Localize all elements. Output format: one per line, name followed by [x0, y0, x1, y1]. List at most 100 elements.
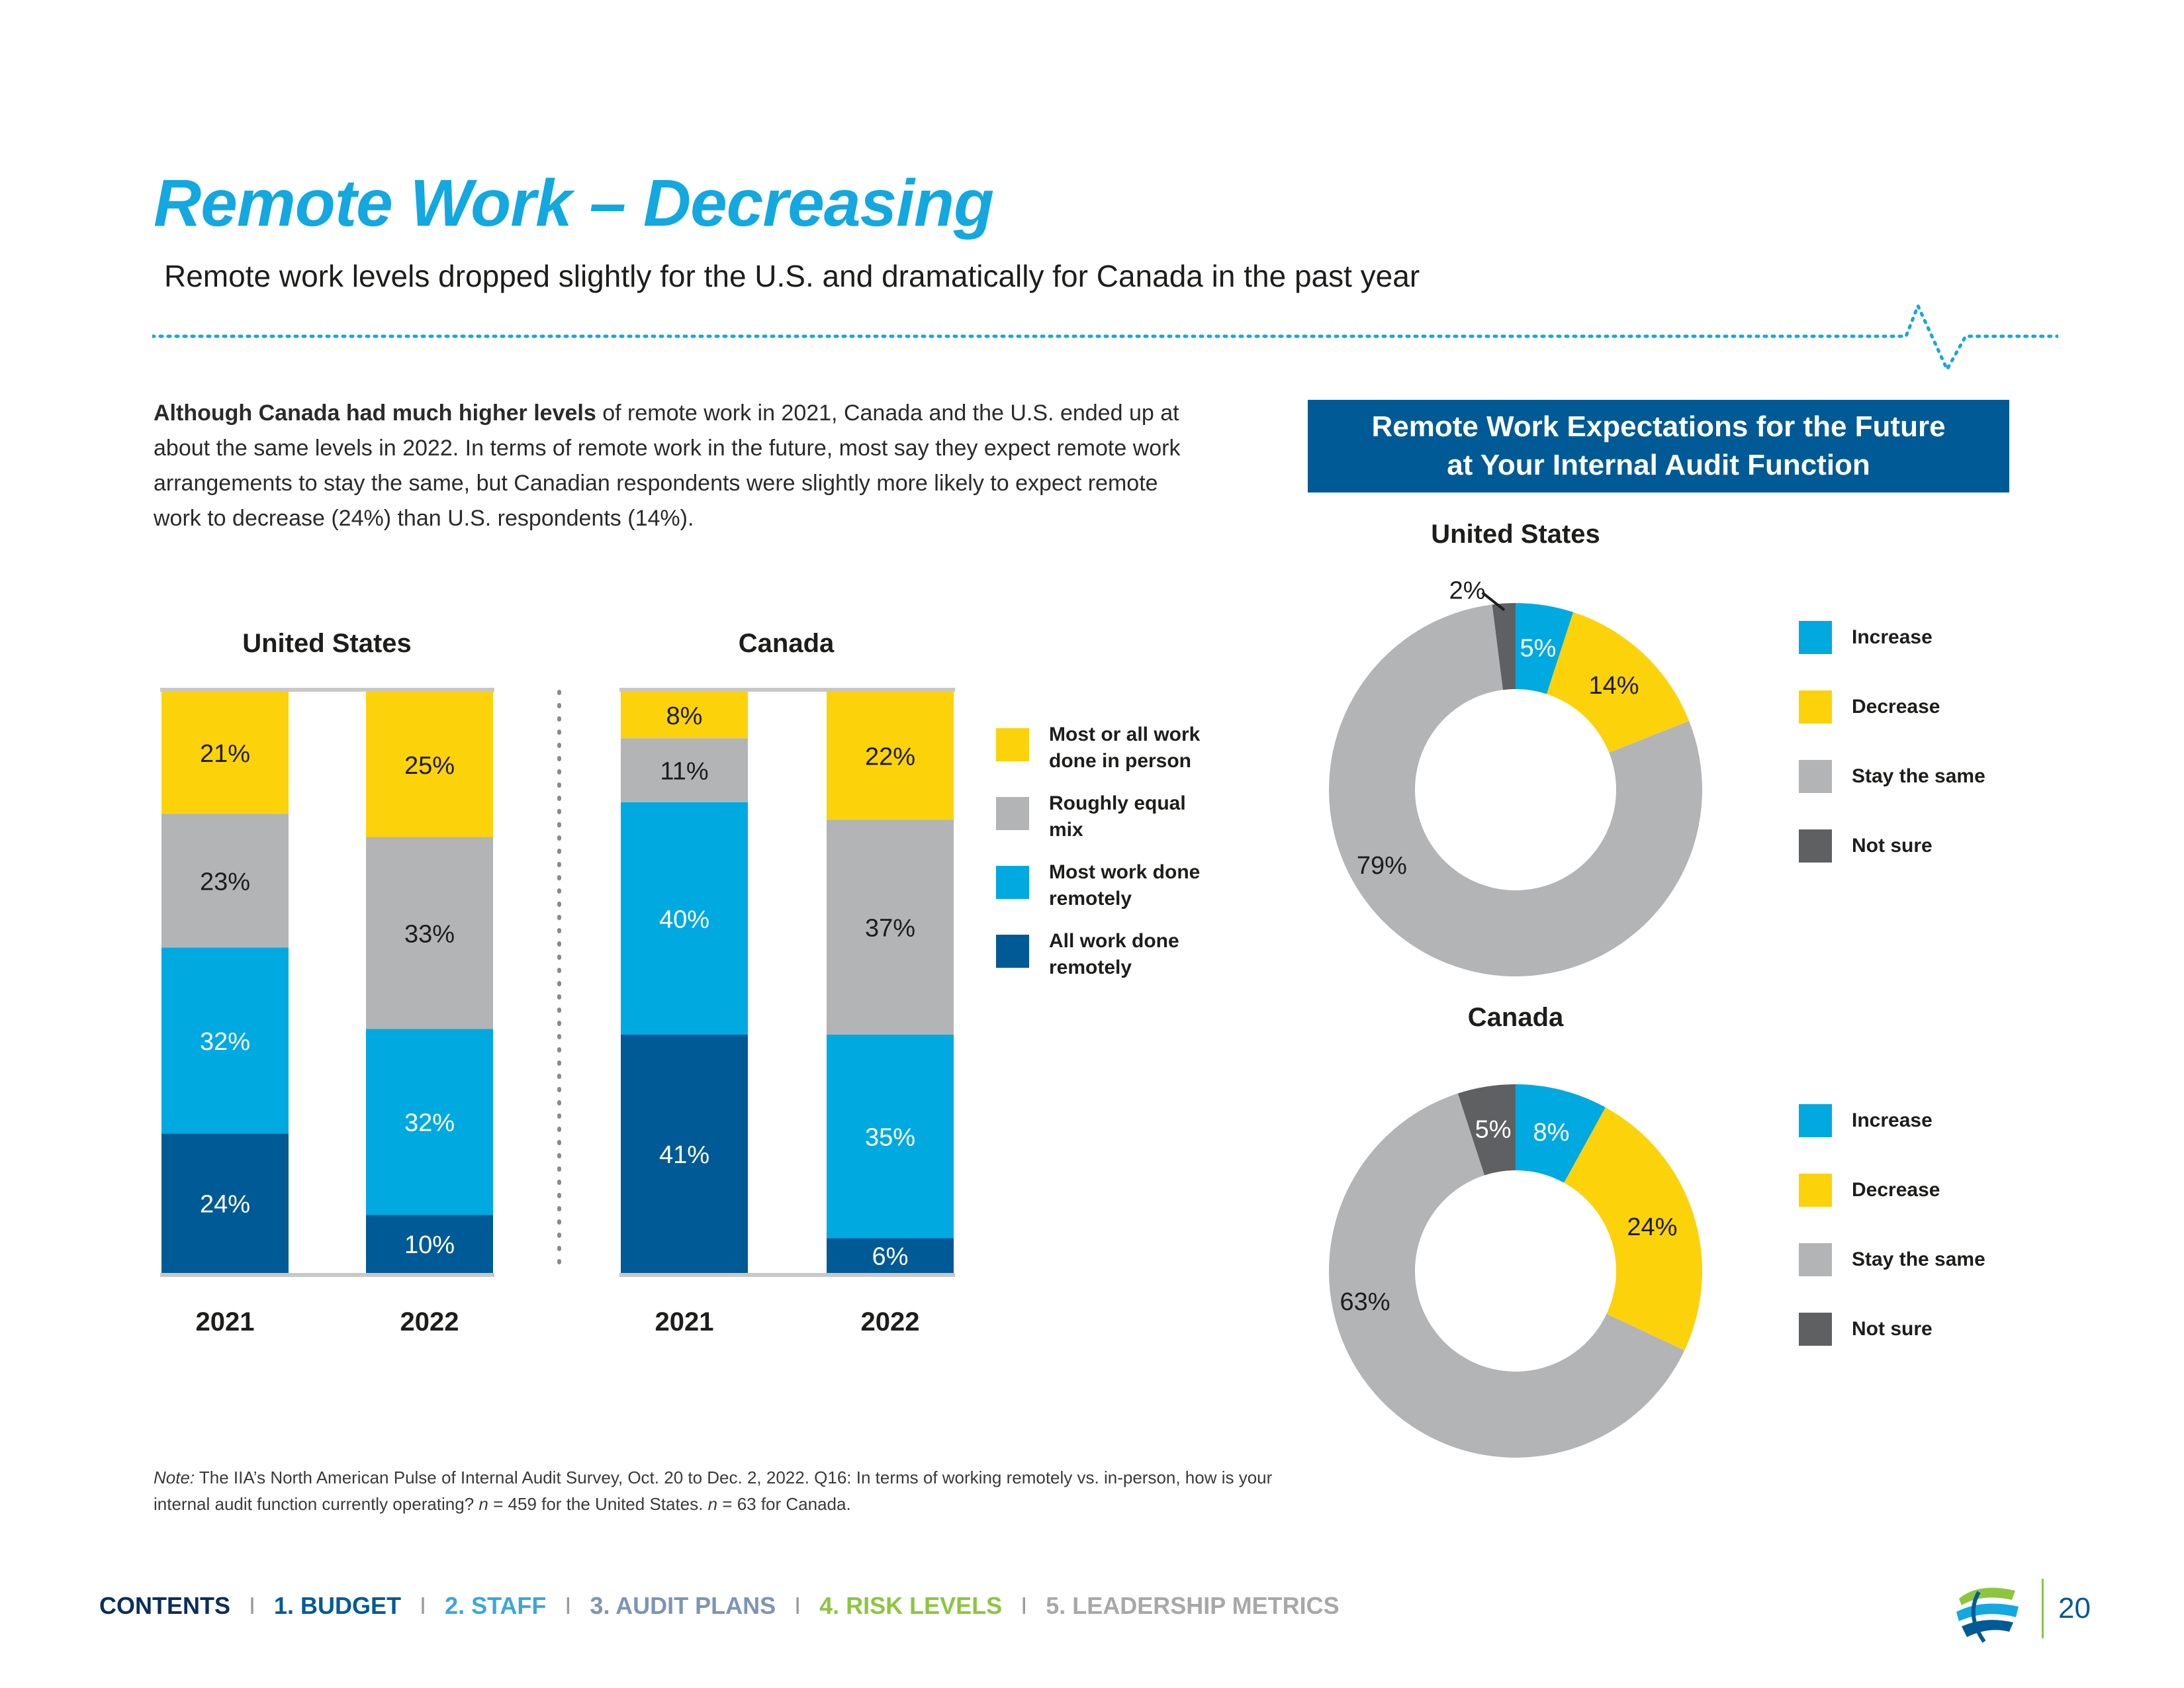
- bar-legend-label-line2: remotely: [1049, 957, 1132, 978]
- bar-label-us-2021-2: 23%: [200, 868, 250, 896]
- footnote: Note: The IIA’s North American Pulse of …: [154, 1464, 1318, 1517]
- pie-legend-swatch-us-0: [1799, 621, 1832, 654]
- donut-label-canada-1: 24%: [1627, 1213, 1677, 1241]
- nav-link-contents[interactable]: CONTENTS: [99, 1592, 230, 1619]
- nav-separator: I: [794, 1592, 801, 1619]
- stacked-bar-charts: United States 24% 32% 23% 21% 2021 10% 32% 33% 25…: [160, 629, 955, 1336]
- intro-paragraph: Although Canada had much higher levels o…: [154, 396, 1186, 536]
- bar-label-canada-2021-2: 11%: [660, 758, 708, 786]
- nav-separator: I: [1021, 1592, 1028, 1619]
- bar-segment-us-2022-2: [366, 837, 493, 1029]
- pie-legend-label-us-0: Increase: [1852, 626, 1933, 648]
- pie-legend-label-canada-2: Stay the same: [1852, 1248, 1985, 1270]
- pie-legend-label-us-3: Not sure: [1852, 835, 1933, 857]
- bar-legend-label-line1: Most or all work: [1049, 724, 1201, 745]
- nav-link-2-staff[interactable]: 2. STAFF: [445, 1592, 547, 1619]
- iia-globe-logo-icon: [1956, 1587, 2019, 1643]
- bar-legend-label-0: Most or all work done in person: [1049, 722, 1200, 774]
- bar-segment-us-2022-3: [366, 692, 493, 837]
- bar-legend-label-1: Roughly equal mix: [1049, 790, 1186, 843]
- page-title: Remote Work – Decreasing: [154, 166, 994, 240]
- donut-label-canada-3: 5%: [1475, 1116, 1512, 1144]
- pie-legend-label-us-1: Decrease: [1852, 696, 1940, 718]
- bar-label-canada-2022-2: 37%: [865, 915, 915, 943]
- note-text-1: The IIA’s North American Pulse of Intern…: [154, 1468, 1273, 1514]
- footer-nav: CONTENTS I 1. BUDGET I 2. STAFF I 3. AUDIT PLA…: [99, 1592, 1340, 1620]
- pie-legend-swatch-canada-2: [1799, 1243, 1832, 1276]
- bar-legend-label-line1: Roughly equal: [1049, 792, 1186, 814]
- bar-label-us-2022-1: 32%: [404, 1109, 455, 1137]
- nav-link-3-audit-plans[interactable]: 3. AUDIT PLANS: [590, 1592, 776, 1619]
- page-number-divider: [2042, 1579, 2044, 1638]
- nav-separator: I: [565, 1592, 572, 1619]
- bar-legend-swatch-1: [996, 797, 1029, 830]
- donut-slice-us-not-sure: [1492, 603, 1516, 690]
- page-number: 20: [2058, 1592, 2091, 1624]
- bar-segment-us-2021-2: [161, 814, 289, 948]
- pie-legend-label-canada-3: Not sure: [1852, 1318, 1933, 1340]
- bar-segment-canada-2021-0: [621, 1035, 748, 1273]
- bar-label-canada-2021-0: 41%: [659, 1141, 709, 1169]
- bar-label-canada-2021-3: 8%: [666, 702, 703, 730]
- bar-legend-label-line1: All work done: [1049, 930, 1179, 952]
- bar-segment-canada-2021-2: [621, 738, 748, 802]
- nav-link-1-budget[interactable]: 1. BUDGET: [274, 1592, 402, 1619]
- page-subtitle: Remote work levels dropped slightly for …: [164, 259, 1420, 293]
- donut-slice-us-decrease: [1546, 612, 1690, 753]
- bar-segment-us-2022-1: [366, 1029, 493, 1215]
- intro-text: of remote work in 2021, Canada and the U…: [154, 400, 1181, 531]
- bar-label-us-2022-0: 10%: [404, 1231, 455, 1259]
- bar-segment-us-2021-0: [161, 1133, 289, 1273]
- bar-segment-us-2021-3: [161, 692, 289, 814]
- bar-label-us-2022-3: 25%: [404, 752, 455, 780]
- banner-line-2: at Your Internal Audit Function: [1447, 449, 1870, 481]
- nav-link-4-risk-levels[interactable]: 4. RISK LEVELS: [819, 1592, 1003, 1619]
- nav-separator: I: [420, 1592, 427, 1619]
- bar-category-us-2022: 2022: [400, 1307, 459, 1336]
- note-n-2: n: [707, 1494, 718, 1514]
- donut-label-us-0: 5%: [1520, 635, 1556, 663]
- bar-label-canada-2022-3: 22%: [865, 743, 915, 771]
- pie-legend-label-us-2: Stay the same: [1852, 765, 1985, 787]
- donut-slice-us-stay-the-same: [1329, 604, 1702, 976]
- nav-link-5-leadership-metrics[interactable]: 5. LEADERSHIP METRICS: [1046, 1592, 1340, 1619]
- bar-label-canada-2022-0: 6%: [872, 1243, 909, 1271]
- bar-segment-canada-2022-0: [827, 1238, 954, 1273]
- bar-legend-label-line2: mix: [1049, 819, 1083, 841]
- donut-label-us-1: 14%: [1589, 672, 1639, 700]
- donut-slice-canada-stay-the-same: [1329, 1093, 1685, 1458]
- bar-category-us-2021: 2021: [196, 1307, 255, 1336]
- bar-chart-title-canada: Canada: [739, 629, 835, 658]
- pie-legend-swatch-canada-0: [1799, 1104, 1832, 1137]
- donut-label-canada-2: 63%: [1340, 1288, 1390, 1316]
- pie-legend-swatch-canada-3: [1799, 1313, 1832, 1346]
- pie-legend-swatch-us-1: [1799, 690, 1832, 724]
- banner-line-1: Remote Work Expectations for the Future: [1371, 410, 1946, 443]
- donut-title-us: United States: [1431, 520, 1600, 549]
- pie-legend-label-canada-1: Decrease: [1852, 1179, 1940, 1201]
- bar-legend-swatch-2: [996, 866, 1029, 899]
- note-n-1: n: [478, 1494, 488, 1514]
- bar-segment-canada-2021-3: [621, 692, 748, 739]
- donut-slice-canada-increase: [1516, 1084, 1606, 1183]
- dotted-divider: [152, 301, 2058, 373]
- bar-category-canada-2022: 2022: [861, 1307, 920, 1336]
- donut-title-canada: Canada: [1468, 1003, 1564, 1032]
- note-text-2: = 459 for the United States.: [488, 1494, 708, 1514]
- pie-section-banner: Remote Work Expectations for the Future …: [1308, 400, 2009, 492]
- bar-segment-us-2022-0: [366, 1215, 493, 1273]
- bar-label-us-2022-2: 33%: [404, 920, 455, 948]
- bar-label-canada-2022-1: 35%: [865, 1124, 915, 1152]
- nav-separator: I: [249, 1592, 256, 1619]
- donut-slice-canada-not-sure: [1457, 1084, 1516, 1176]
- bar-segment-canada-2022-2: [827, 820, 954, 1035]
- bar-label-us-2021-3: 21%: [200, 740, 250, 768]
- bar-segment-canada-2022-1: [827, 1035, 954, 1239]
- bar-legend-swatch-0: [996, 728, 1029, 761]
- donut-charts: United States 5% 14% 79% 2% Canada 8% 24% 63% 5%: [1329, 520, 1702, 1458]
- bar-label-us-2021-0: 24%: [200, 1191, 250, 1219]
- donut-slice-canada-decrease: [1564, 1107, 1702, 1351]
- pie-legend-swatch-us-3: [1799, 829, 1832, 863]
- donut-label-canada-0: 8%: [1533, 1119, 1570, 1147]
- bar-chart-title-us: United States: [242, 629, 412, 658]
